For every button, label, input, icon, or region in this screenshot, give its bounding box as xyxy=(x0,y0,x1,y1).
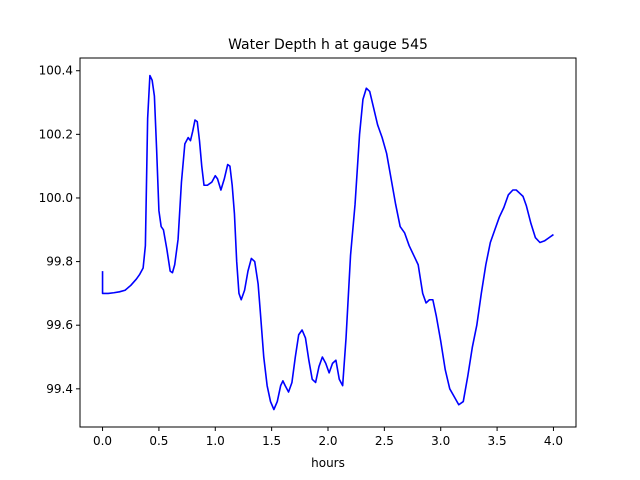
x-tick-label: 0.5 xyxy=(149,434,168,448)
x-tick-label: 0.0 xyxy=(93,434,112,448)
x-tick-label: 3.5 xyxy=(488,434,507,448)
y-tick-label: 99.8 xyxy=(46,255,73,269)
x-tick-label: 2.5 xyxy=(375,434,394,448)
plot-area xyxy=(79,57,577,428)
x-axis: 0.0 0.5 1.0 1.5 2.0 2.5 3.0 3.5 4.0 xyxy=(93,427,563,448)
y-tick-label: 100.2 xyxy=(39,127,73,141)
chart-title: Water Depth h at gauge 545 xyxy=(228,37,428,53)
y-tick-label: 100.0 xyxy=(39,191,73,205)
x-tick-label: 1.0 xyxy=(206,434,225,448)
x-tick-label: 3.0 xyxy=(431,434,450,448)
x-tick-label: 2.0 xyxy=(318,434,337,448)
y-tick-label: 99.4 xyxy=(46,382,73,396)
y-tick-label: 100.4 xyxy=(39,64,73,78)
x-tick-label: 1.5 xyxy=(262,434,281,448)
y-tick-label: 99.6 xyxy=(46,318,73,332)
series-line-water-depth xyxy=(101,74,554,411)
x-tick-label: 4.0 xyxy=(544,434,563,448)
y-axis: 99.4 99.6 99.8 100.0 100.2 100.4 xyxy=(39,64,80,396)
x-axis-label: hours xyxy=(311,456,345,470)
